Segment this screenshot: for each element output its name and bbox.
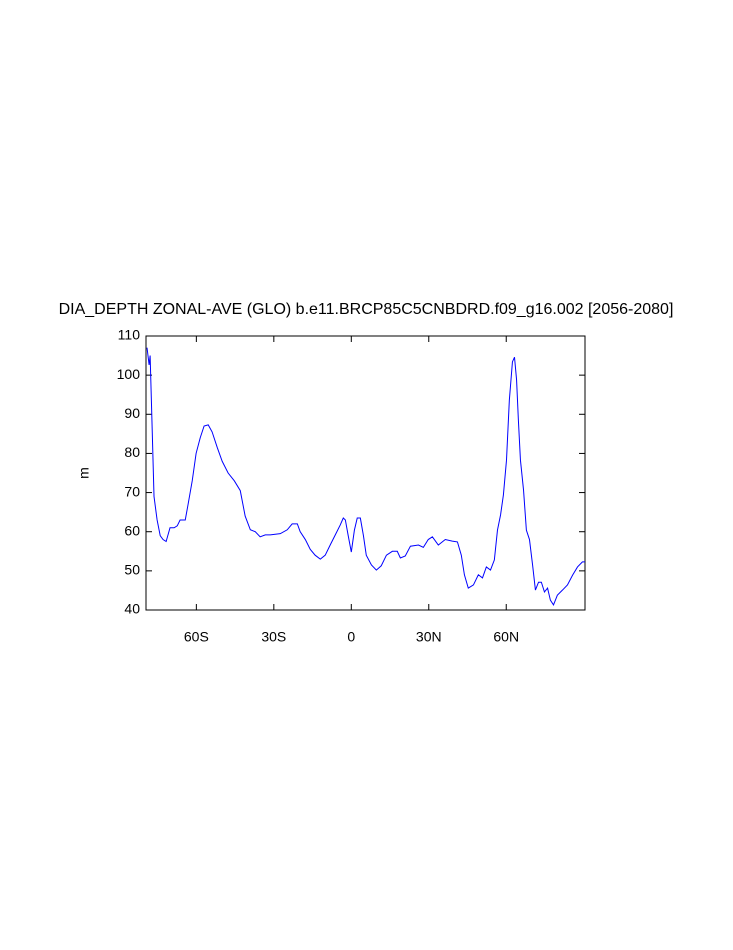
- y-tick-label: 100: [117, 366, 141, 382]
- chart-title: DIA_DEPTH ZONAL-AVE (GLO) b.e11.BRCP85C5…: [59, 301, 674, 318]
- y-tick-label: 110: [118, 327, 141, 343]
- data-line: [146, 347, 585, 606]
- x-tick-label: 0: [347, 629, 355, 645]
- x-tick-label: 30S: [261, 629, 286, 645]
- y-tick-label: 40: [124, 601, 140, 617]
- x-tick-label: 60S: [184, 629, 209, 645]
- y-tick-label: 50: [124, 562, 140, 578]
- plot-frame: [145, 335, 586, 611]
- y-tick-label: 80: [124, 444, 140, 460]
- y-axis-label: m: [76, 467, 92, 479]
- y-tick-label: 60: [124, 522, 140, 538]
- y-tick-label: 90: [124, 405, 140, 421]
- x-tick-label: 60N: [493, 629, 519, 645]
- y-tick-label: 70: [124, 483, 140, 499]
- x-tick-label: 30N: [416, 629, 442, 645]
